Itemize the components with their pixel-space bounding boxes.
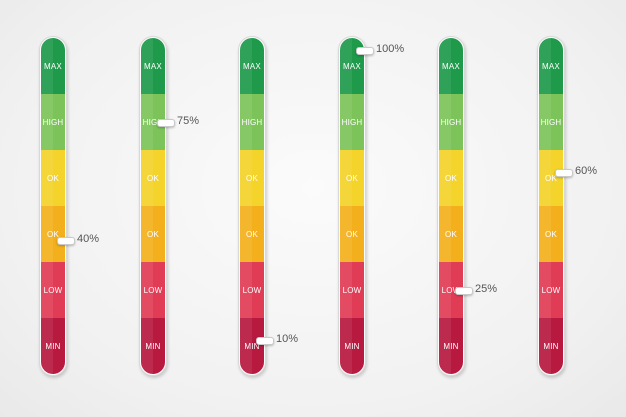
level-indicator-handle[interactable] (455, 287, 473, 295)
level-percent-label: 25% (475, 283, 498, 295)
level-label: MAX (542, 61, 560, 71)
level-segment-high: HIGH (539, 94, 563, 150)
level-label: OK (545, 229, 557, 239)
level-segment-high: HIGH (41, 94, 65, 150)
level-segment-max: MAX (141, 38, 165, 94)
level-segment-low: LOW (141, 262, 165, 318)
meter-bar: MAX HIGH OK OK LOW MIN (41, 38, 65, 374)
level-label: MAX (44, 61, 62, 71)
level-percent-label: 10% (276, 333, 299, 346)
level-segment-ok: OK (141, 150, 165, 206)
level-segment-ok: OK (41, 150, 65, 206)
level-segment-min: MIN (539, 318, 563, 374)
level-label: OK (147, 229, 159, 239)
level-segment-ok: OK (340, 150, 364, 206)
level-segment-ok: OK (41, 206, 65, 262)
level-label: OK (346, 229, 358, 239)
level-label: HIGH (42, 117, 64, 127)
level-segment-min: MIN (240, 318, 264, 374)
level-label: MIN (45, 341, 61, 351)
level-meter-6: MAX HIGH OK OK LOW MIN 60% (537, 36, 597, 376)
level-label: OK (246, 173, 258, 183)
level-label: MAX (243, 61, 261, 71)
level-segment-max: MAX (340, 38, 364, 94)
level-percent-label: 60% (575, 165, 598, 178)
meter-bar: MAX HIGH OK OK LOW MIN (439, 38, 463, 374)
level-segment-high: HIGH (340, 94, 364, 150)
level-indicator-handle[interactable] (555, 169, 573, 178)
level-meter-3: MAX HIGH OK OK LOW MIN 10% (238, 36, 298, 376)
level-segment-min: MIN (41, 318, 65, 374)
level-label: OK (445, 229, 457, 239)
level-segment-min: MIN (439, 318, 463, 374)
level-label: MIN (543, 341, 559, 351)
level-label: HIGH (241, 117, 263, 127)
level-indicator-handle[interactable] (356, 47, 374, 55)
level-label: HIGH (341, 117, 363, 127)
level-segment-ok: OK (539, 150, 563, 206)
level-label: LOW (441, 285, 461, 295)
level-segment-ok: OK (240, 150, 264, 206)
level-segment-max: MAX (41, 38, 65, 94)
level-label: LOW (342, 285, 362, 295)
level-segment-low: LOW (41, 262, 65, 318)
level-label: MIN (443, 341, 459, 351)
level-label: OK (246, 229, 258, 239)
level-percent-label: 75% (177, 115, 200, 127)
level-label: OK (445, 173, 457, 183)
level-segment-low: LOW (340, 262, 364, 318)
level-segment-max: MAX (240, 38, 264, 94)
level-label: LOW (541, 285, 561, 295)
level-label: HIGH (142, 117, 164, 127)
level-indicator-handle[interactable] (57, 236, 75, 245)
level-label: MAX (144, 61, 162, 71)
meter-bar: MAX HIGH OK OK LOW MIN (141, 38, 165, 374)
level-label: MIN (344, 341, 360, 351)
level-segment-low: LOW (240, 262, 264, 318)
meter-bar: MAX HIGH OK OK LOW MIN (539, 38, 563, 374)
level-segment-max: MAX (439, 38, 463, 94)
level-label: OK (47, 173, 59, 183)
level-segment-high: HIGH (141, 94, 165, 150)
level-label: MIN (244, 341, 260, 351)
level-segment-ok: OK (340, 206, 364, 262)
level-segment-ok: OK (439, 206, 463, 262)
level-segment-max: MAX (539, 38, 563, 94)
meter-bar: MAX HIGH OK OK LOW MIN (240, 38, 264, 374)
level-segment-ok: OK (439, 150, 463, 206)
level-label: HIGH (540, 117, 562, 127)
level-meter-1: MAX HIGH OK OK LOW MIN 40% (39, 36, 99, 376)
level-label: OK (545, 173, 557, 183)
level-indicator-handle[interactable] (256, 337, 274, 346)
level-segment-low: LOW (539, 262, 563, 318)
level-meter-4: MAX HIGH OK OK LOW MIN 100% (338, 36, 404, 376)
level-segment-ok: OK (539, 206, 563, 262)
level-label: HIGH (440, 117, 462, 127)
level-label: OK (346, 173, 358, 183)
level-segment-high: HIGH (240, 94, 264, 150)
level-segment-ok: OK (141, 206, 165, 262)
level-label: LOW (43, 285, 63, 295)
level-label: OK (147, 173, 159, 183)
level-meter-2: MAX HIGH OK OK LOW MIN 75% (139, 36, 199, 376)
level-percent-label: 40% (77, 232, 100, 245)
meter-bar: MAX HIGH OK OK LOW MIN (340, 38, 364, 374)
level-indicator-handle[interactable] (157, 119, 175, 127)
level-label: OK (47, 229, 59, 239)
level-meter-5: MAX HIGH OK OK LOW MIN 25% (437, 36, 497, 376)
level-segment-high: HIGH (439, 94, 463, 150)
level-segment-min: MIN (340, 318, 364, 374)
level-percent-label: 100% (376, 43, 405, 55)
level-label: LOW (242, 285, 262, 295)
level-label: LOW (143, 285, 163, 295)
level-label: MIN (145, 341, 161, 351)
level-label: MAX (343, 61, 361, 71)
level-segment-ok: OK (240, 206, 264, 262)
level-label: MAX (442, 61, 460, 71)
level-segment-min: MIN (141, 318, 165, 374)
